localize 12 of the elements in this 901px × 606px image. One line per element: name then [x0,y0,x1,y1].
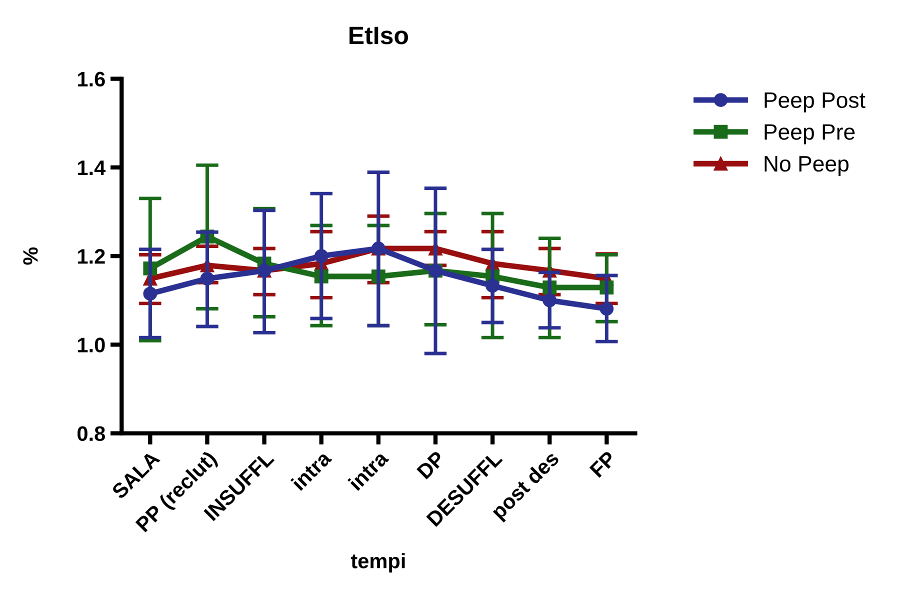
y-tick-label: 1.6 [78,72,105,87]
y-tick-label: 1.4 [78,160,106,175]
legend-label: Peep Post [764,92,866,112]
y-tick-label: 1.0 [78,338,105,352]
x-axis-title: tempi [350,553,405,572]
y-tick-label: 1.2 [78,249,105,264]
legend-label: No Peep [764,156,849,176]
y-tick-label: 0.8 [78,426,106,442]
y-axis-title: % [23,247,38,265]
x-tick-label: FP [589,450,617,478]
legend-label: Peep Pre [764,124,855,144]
chart-title: EtIso [350,26,408,44]
